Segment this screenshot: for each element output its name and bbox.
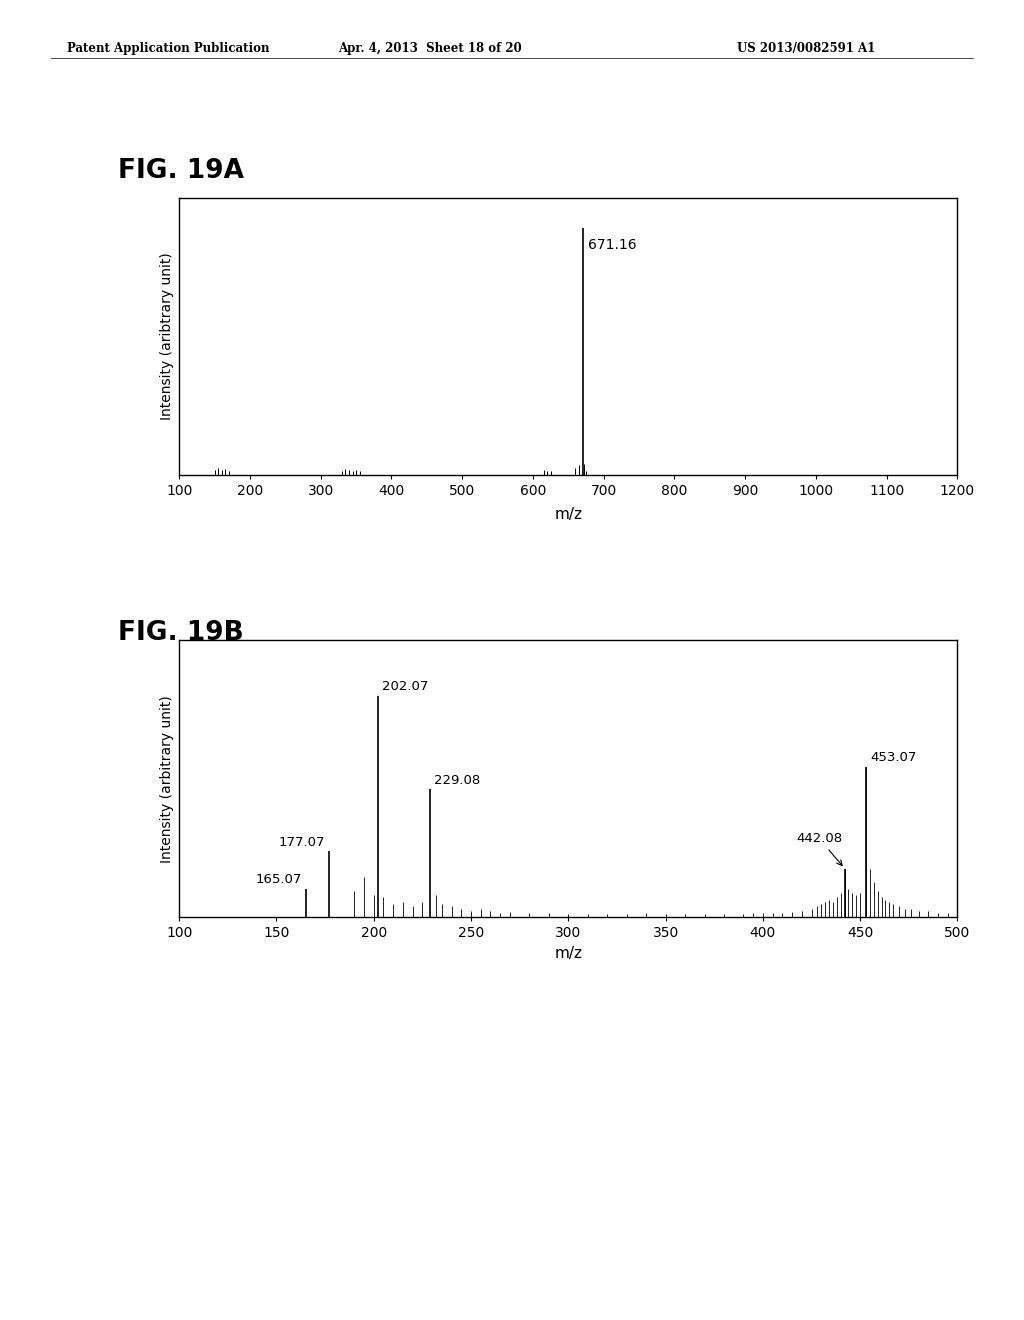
Text: FIG. 19B: FIG. 19B [118, 620, 244, 647]
Text: US 2013/0082591 A1: US 2013/0082591 A1 [737, 42, 876, 55]
Text: 229.08: 229.08 [434, 774, 480, 787]
Text: Patent Application Publication: Patent Application Publication [67, 42, 269, 55]
Text: 202.07: 202.07 [382, 680, 428, 693]
X-axis label: m/z: m/z [554, 946, 583, 961]
X-axis label: m/z: m/z [554, 507, 583, 521]
Text: Apr. 4, 2013  Sheet 18 of 20: Apr. 4, 2013 Sheet 18 of 20 [338, 42, 522, 55]
Text: 177.07: 177.07 [279, 836, 326, 849]
Text: FIG. 19A: FIG. 19A [118, 158, 244, 185]
Text: 442.08: 442.08 [796, 832, 842, 866]
Y-axis label: Intensity (arbitrary unit): Intensity (arbitrary unit) [160, 694, 174, 863]
Text: 165.07: 165.07 [256, 874, 302, 886]
Text: 453.07: 453.07 [870, 751, 916, 764]
Y-axis label: Intensity (aribtrary unit): Intensity (aribtrary unit) [160, 252, 174, 421]
Text: 671.16: 671.16 [588, 238, 637, 252]
